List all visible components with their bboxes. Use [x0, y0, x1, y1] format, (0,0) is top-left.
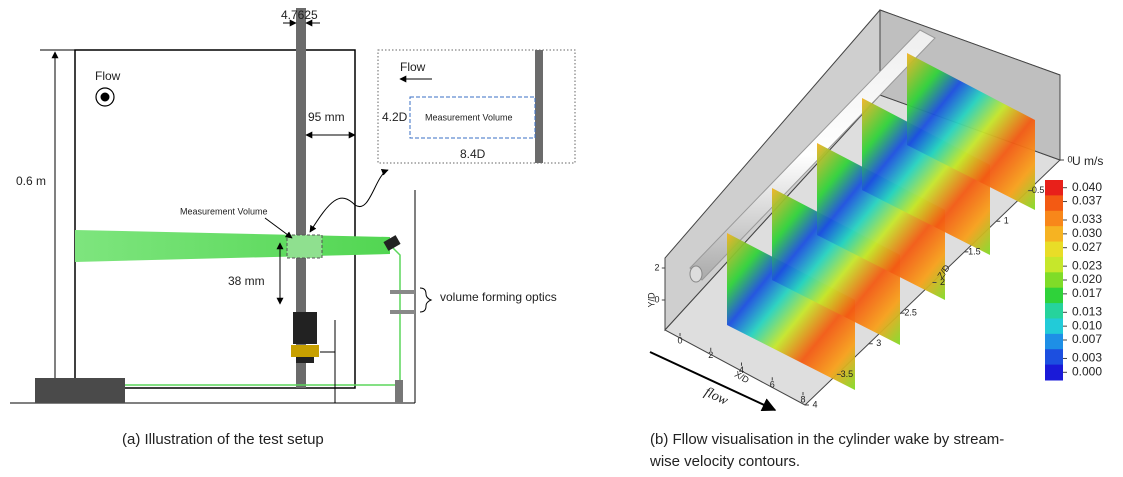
inset-volume-label: Measurement Volume — [425, 112, 513, 122]
colorbar-tick-label: 0.010 — [1072, 318, 1102, 332]
caption: wise velocity contours. — [649, 453, 800, 470]
colorbar-tick-label: 0.017 — [1072, 286, 1102, 300]
axis-tick-label: 2 — [654, 262, 659, 272]
measurement-volume — [287, 235, 322, 258]
colorbar-swatch — [1045, 303, 1063, 319]
laser-sheet — [75, 230, 390, 262]
axis-tick-label: 0 — [1067, 154, 1072, 164]
distance-label: 95 mm — [308, 110, 345, 124]
axis-tick-label: 0 — [654, 294, 659, 304]
inset-width-label: 8.4D — [460, 147, 486, 161]
colorbar-swatch — [1045, 365, 1063, 381]
axis-tick-label: 1 — [1004, 216, 1009, 226]
colorbar-swatch — [1045, 257, 1063, 273]
setup-diagram — [10, 8, 575, 403]
colorbar-tick-label: 0.030 — [1072, 226, 1102, 240]
colorbar-tick-label: 0.003 — [1072, 351, 1102, 365]
colorbar-tick-label: 0.013 — [1072, 304, 1102, 318]
colorbar-tick-label: 0.023 — [1072, 258, 1102, 272]
inset-height-label: 4.2D — [382, 110, 408, 124]
colorbar-tick-label: 0.007 — [1072, 332, 1102, 346]
axis-tick-label: 3 — [876, 338, 881, 348]
colorbar-swatch — [1045, 288, 1063, 304]
inset-flow-label: Flow — [400, 60, 426, 74]
axis-tick-label: 8 — [800, 394, 805, 404]
colorbar-swatch — [1045, 272, 1063, 288]
colorbar-tick-label: 0.000 — [1072, 364, 1102, 378]
colorbar-tick-label: 0.027 — [1072, 240, 1102, 254]
axis-tick-label: 1.5 — [968, 246, 981, 256]
axis-tick-label: 4 — [739, 365, 744, 375]
colorbar-swatch — [1045, 195, 1063, 211]
colorbar-swatch — [1045, 318, 1063, 334]
offset-label: 38 mm — [228, 274, 265, 288]
caption: (a) Illustration of the test setup — [122, 431, 324, 448]
caption: (b) Fllow visualisation in the cylinder … — [650, 431, 1004, 448]
axis-tick-label: 4 — [812, 399, 817, 409]
dimension-label: 4.7625 — [281, 8, 318, 22]
axis-tick-label: 2 — [940, 277, 945, 287]
page: 4.7625 Flow 0.6 m 95 mm Measurement Volu… — [0, 0, 1123, 477]
axis-tick-label: 2.5 — [904, 308, 917, 318]
axis-tick-label: 2 — [708, 350, 713, 360]
axis-tick-label: 0 — [677, 335, 682, 345]
colorbar-swatch — [1045, 211, 1063, 227]
colorbar-tick-label: 0.037 — [1072, 194, 1102, 208]
colorbar-tick-label: 0.020 — [1072, 272, 1102, 286]
colorbar-title: U m/s — [1072, 154, 1103, 168]
figure: 4.7625 Flow 0.6 m 95 mm Measurement Volu… — [0, 0, 1123, 477]
colorbar-swatch — [1045, 349, 1063, 365]
optics-label: volume forming optics — [440, 290, 557, 304]
measurement-volume-label: Measurement Volume — [180, 206, 268, 216]
colorbar-tick-label: 0.033 — [1072, 212, 1102, 226]
flow-label: Flow — [95, 69, 121, 83]
colorbar-swatch — [1045, 180, 1063, 196]
colorbar-tick-label: 0.040 — [1072, 180, 1102, 194]
axis-tick-label: 6 — [770, 380, 775, 390]
colorbar-swatch — [1045, 226, 1063, 242]
colorbar-swatch — [1045, 242, 1063, 258]
axis-tick-label: 0.5 — [1032, 185, 1045, 195]
height-label: 0.6 m — [16, 174, 46, 188]
colorbar-swatch — [1045, 334, 1063, 350]
axis-tick-label: 3.5 — [841, 369, 854, 379]
